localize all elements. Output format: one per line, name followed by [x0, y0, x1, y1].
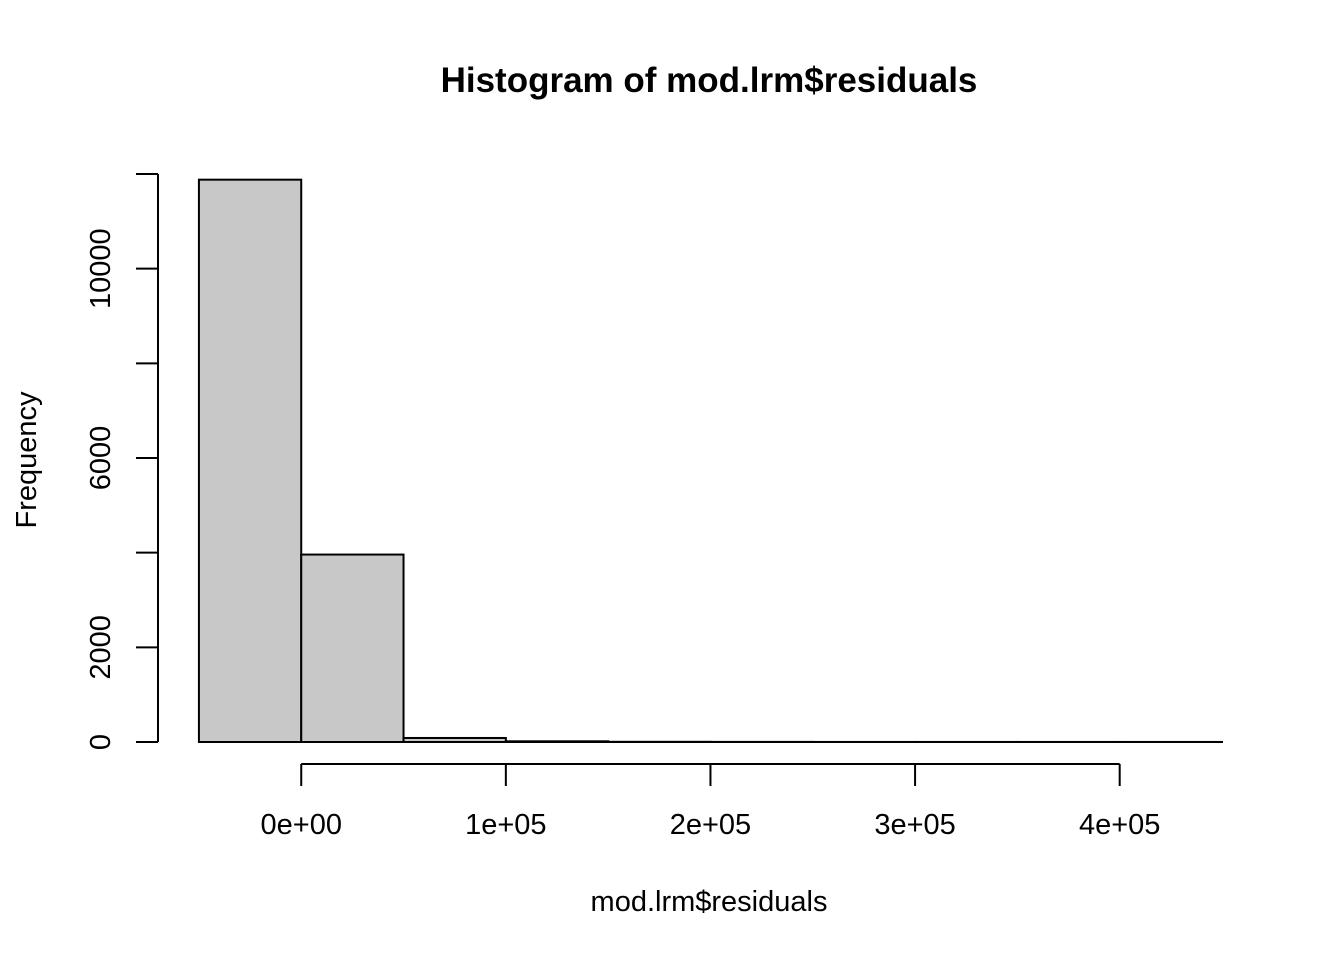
bars-group [197, 178, 1223, 744]
histogram-bar [300, 553, 405, 743]
x-tick-label: 2e+05 [670, 809, 751, 841]
histogram-bar [402, 736, 507, 744]
y-axis: 0 2000 6000 10000 [85, 173, 159, 750]
y-tick-label: 2000 [85, 615, 117, 680]
x-tick-label: 1e+05 [465, 809, 546, 841]
chart-title: Histogram of mod.lrm$residuals [441, 61, 978, 100]
y-tick-label: 0 [85, 734, 117, 750]
x-tick-label: 3e+05 [874, 809, 955, 841]
x-tick-label: 0e+00 [261, 809, 342, 841]
y-tick-label: 10000 [85, 228, 117, 309]
histogram-bar [197, 178, 303, 743]
histogram-bar [504, 740, 610, 743]
y-tick-label: 6000 [85, 426, 117, 491]
x-axis-label: mod.lrm$residuals [591, 886, 828, 918]
y-axis-label: Frequency [11, 391, 43, 529]
x-axis: 0e+00 1e+05 2e+05 3e+05 4e+05 [261, 763, 1160, 841]
x-tick-label: 4e+05 [1079, 809, 1160, 841]
